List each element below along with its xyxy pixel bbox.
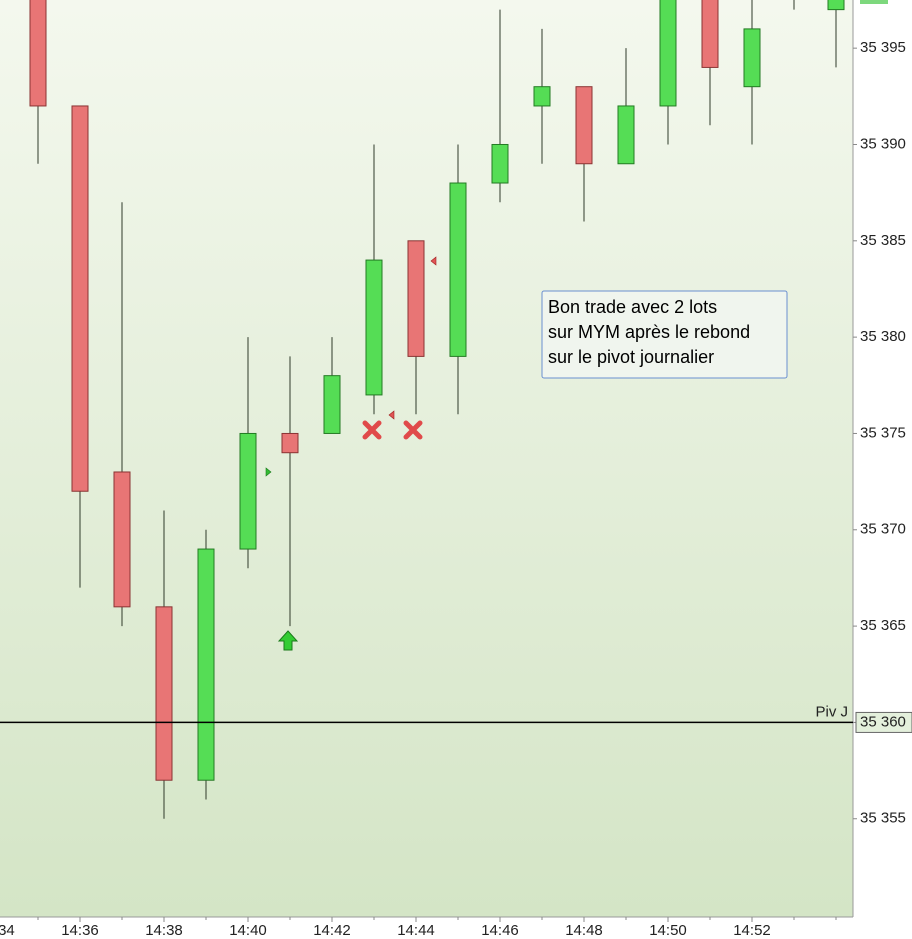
exit-cross (362, 420, 382, 440)
exit-marker (430, 256, 437, 266)
x-tick-label: 14:36 (61, 922, 99, 939)
buy-arrow (277, 630, 299, 651)
exit-cross (403, 420, 423, 440)
candle-body (239, 432, 257, 550)
annotation-box (541, 290, 788, 379)
candle-body (827, 0, 845, 11)
candle-body (659, 0, 677, 107)
candle-body (71, 105, 89, 492)
candle-body (701, 0, 719, 68)
plot-area (29, 0, 845, 819)
candle-body (575, 86, 593, 165)
candle-body (197, 548, 215, 781)
x-tick-label: 14:40 (229, 922, 267, 939)
y-tick-label: 35 360 (860, 713, 906, 730)
candle-body (323, 375, 341, 434)
x-tick-label: 14:42 (313, 922, 351, 939)
x-tick-label: 14:34 (0, 922, 15, 939)
y-tick-label: 35 355 (860, 810, 906, 827)
candle-body (617, 105, 635, 165)
price-marker (860, 0, 888, 4)
y-tick-label: 35 365 (860, 617, 906, 634)
x-tick-label: 14:44 (397, 922, 435, 939)
pivot-label-box (855, 711, 912, 733)
candle-body (29, 0, 47, 107)
y-tick-label: 35 390 (860, 135, 906, 152)
pivot-label: Piv J (815, 703, 848, 720)
candle-body (449, 182, 467, 357)
annotation-line: Bon trade avec 2 lots (548, 297, 717, 317)
y-tick-label: 35 370 (860, 521, 906, 538)
annotation-line: sur MYM après le rebond (548, 322, 750, 342)
y-tick-label: 35 385 (860, 232, 906, 249)
plot-background (0, 0, 853, 917)
candle-body (365, 259, 383, 396)
candle-body (407, 240, 425, 357)
signals (265, 256, 437, 651)
x-tick-label: 14:50 (649, 922, 687, 939)
x-tick-label: 14:48 (565, 922, 603, 939)
candle-body (113, 471, 131, 608)
entry-marker (265, 467, 272, 477)
candle-body (533, 86, 551, 107)
x-tick-label: 14:38 (145, 922, 183, 939)
y-tick-label: 35 375 (860, 424, 906, 441)
candle-body (743, 28, 761, 88)
y-tick-label: 35 380 (860, 328, 906, 345)
candle-body (155, 606, 173, 781)
x-tick-label: 14:52 (733, 922, 771, 939)
annotation-line: sur le pivot journalier (548, 347, 714, 367)
x-tick-label: 14:46 (481, 922, 519, 939)
candle-body (281, 432, 299, 454)
exit-marker (388, 410, 395, 420)
candle-body (491, 143, 509, 184)
y-tick-label: 35 395 (860, 39, 906, 56)
